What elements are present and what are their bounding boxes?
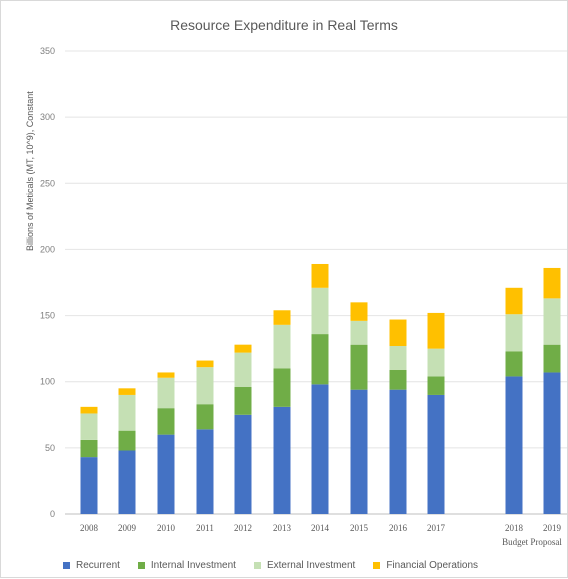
bar-segment — [118, 388, 136, 395]
bar-segment — [543, 298, 561, 345]
bar-segment — [118, 450, 136, 514]
bar-segment — [196, 429, 214, 514]
bar-segment — [505, 287, 523, 315]
legend-item: External Investment — [253, 560, 356, 571]
bar-segment — [389, 345, 407, 370]
y-tick-label: 250 — [40, 178, 55, 188]
bar-segment — [389, 319, 407, 346]
bar-segment — [543, 344, 561, 373]
bar-segment — [273, 310, 291, 325]
bar-segment — [311, 384, 329, 514]
bar-segment — [505, 314, 523, 352]
bar-segment — [234, 344, 252, 353]
bar-segment — [118, 430, 136, 451]
x-tick-label: 2017 — [427, 523, 446, 533]
bar-segment — [505, 376, 523, 514]
bar-segment — [157, 434, 175, 514]
bar-segment — [80, 413, 98, 440]
legend-label: Recurrent — [76, 560, 120, 571]
bar-segment — [350, 389, 368, 514]
bar-segment — [543, 267, 561, 299]
legend-label: Financial Operations — [386, 560, 479, 571]
bar-segment — [427, 312, 445, 349]
chart-title: Resource Expenditure in Real Terms — [170, 17, 398, 33]
bar-segment — [234, 352, 252, 388]
y-tick-label: 350 — [40, 46, 55, 56]
x-tick-label: 2008 — [80, 523, 99, 533]
legend-item: Internal Investment — [137, 560, 236, 571]
y-tick-label: 150 — [40, 311, 55, 321]
legend-item: Recurrent — [63, 560, 120, 571]
bar-segment — [157, 408, 175, 435]
bar-segment — [157, 372, 175, 378]
bar-segment — [157, 377, 175, 409]
x-tick-label: 2012 — [234, 523, 252, 533]
x-tick-sublabel: Budget Proposal — [502, 537, 562, 547]
bar-segment — [389, 389, 407, 514]
x-tick-label: 2014 — [311, 523, 330, 533]
bar-segment — [196, 367, 214, 405]
bar-segment — [543, 372, 561, 514]
bar-segment — [234, 387, 252, 415]
x-tick-label: 2018 — [505, 523, 524, 533]
legend-swatch — [373, 562, 381, 569]
bar-segment — [311, 287, 329, 335]
y-tick-label: 300 — [40, 112, 55, 122]
y-tick-label: 50 — [45, 443, 55, 453]
legend-label: External Investment — [266, 560, 356, 571]
bar-segment — [427, 394, 445, 514]
bar-segment — [273, 368, 291, 407]
chart-legend: Recurrent Internal Investment External Inv… — [63, 560, 478, 571]
y-tick-label: 100 — [40, 377, 55, 387]
legend-label: Internal Investment — [150, 560, 236, 571]
x-tick-label: 2011 — [196, 523, 214, 533]
bar-segment — [350, 320, 368, 345]
bar-segment — [80, 439, 98, 458]
bar-segment — [505, 351, 523, 377]
legend-swatch — [137, 562, 145, 569]
bar-segment — [273, 324, 291, 369]
bar-segment — [118, 394, 136, 431]
bar-segment — [311, 263, 329, 288]
x-tick-label: 2013 — [273, 523, 292, 533]
x-tick-label: 2019 — [543, 523, 562, 533]
bar-segment — [196, 404, 214, 430]
bar-segment — [273, 406, 291, 514]
bar-segment — [196, 360, 214, 368]
x-tick-label: 2009 — [118, 523, 137, 533]
bar-segment — [350, 302, 368, 321]
bar-segment — [311, 334, 329, 385]
bar-segment — [80, 457, 98, 514]
bar-segment — [389, 369, 407, 390]
bar-segment — [80, 406, 98, 414]
legend-swatch — [63, 562, 70, 569]
legend-swatch — [253, 562, 261, 569]
y-tick-label: 0 — [50, 509, 55, 519]
bar-segment — [234, 414, 252, 514]
bar-segment — [350, 344, 368, 390]
x-tick-label: 2010 — [157, 523, 176, 533]
y-tick-label: 200 — [40, 244, 55, 254]
x-tick-label: 2015 — [350, 523, 369, 533]
bar-segment — [427, 376, 445, 395]
legend-item: Financial Operations — [373, 560, 478, 571]
bar-segment — [427, 348, 445, 377]
x-tick-label: 2016 — [389, 523, 408, 533]
